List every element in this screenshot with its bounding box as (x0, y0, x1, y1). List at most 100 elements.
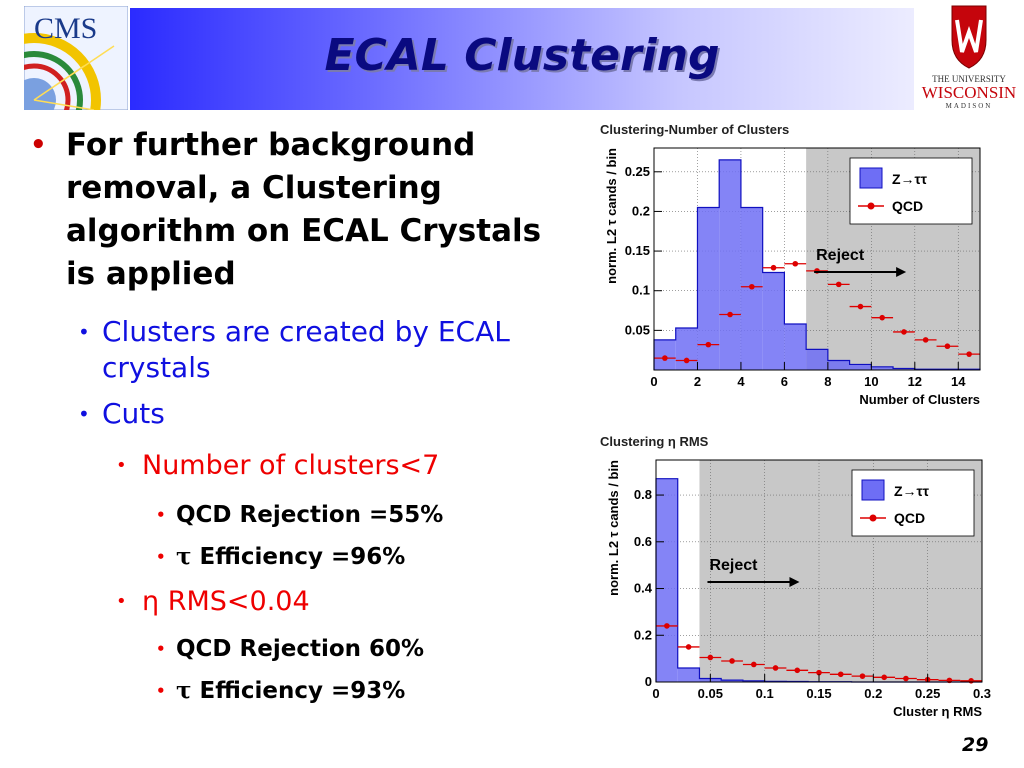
bullet-dot: • (78, 402, 90, 426)
chart1-reject-label: Reject (816, 247, 865, 264)
chart2-title: Clustering η RMS (600, 434, 709, 449)
bullet-cut2: • η RMS<0.04 (116, 584, 536, 620)
chart2-xtick-label: 0.3 (973, 686, 991, 701)
chart2-qcd-point (707, 654, 714, 661)
uw-logo: THE UNIVERSITY WISCONSIN MADISON (922, 5, 1016, 110)
chart1-qcd-point (683, 357, 690, 364)
bullet-cut1-efficiency: • τ Efficiency =96% (156, 542, 516, 572)
chart2-xtick-label: 0.15 (806, 686, 831, 701)
bullet-cut1-rejection: • QCD Rejection =55% (156, 500, 516, 530)
bullet-cut2-rejection-text: QCD Rejection 60% (176, 636, 425, 662)
bullet-dot: • (30, 130, 47, 160)
chart1-legend-qcd-label: QCD (892, 198, 923, 214)
chart1-qcd-point (966, 351, 972, 357)
uw-line2: WISCONSIN (922, 83, 1016, 102)
chart2-xlabel: Cluster η RMS (893, 704, 982, 719)
bullet-sub2-text: Cuts (102, 397, 165, 430)
chart1-xtick-label: 14 (951, 374, 966, 389)
bullet-sub2: • Cuts (78, 396, 518, 432)
eta-rms-histogram-chart: Clustering η RMS 0 0.05 0.1 0.15 0.2 0.25 0.3 0 0… (600, 434, 991, 719)
chart1-xtick-label: 12 (908, 374, 922, 389)
chart1-ylabel: norm. L2 τ cands / bin (604, 148, 619, 284)
chart1-ytick-label: 0.1 (632, 283, 650, 298)
chart1-xtick-label: 4 (737, 374, 745, 389)
chart2-qcd-point (816, 669, 822, 676)
chart1-z-bar (784, 324, 807, 370)
chart1-qcd-point (727, 311, 733, 318)
page-number: 29 (962, 734, 989, 756)
chart2-qcd-point (903, 675, 909, 682)
cms-logo-text: CMS (34, 12, 97, 45)
chart2-xtick-label: 0.2 (864, 686, 882, 701)
slide-header: ECAL Clustering CMS THE UNIVERSITY WISCO… (0, 0, 1024, 112)
chart1-z-bar (675, 327, 698, 370)
chart2-qcd-point (794, 667, 801, 674)
chart1-qcd-point (879, 314, 885, 321)
chart2-qcd-point (685, 644, 692, 650)
bullet-sub1: • Clusters are created by ECAL crystals (78, 314, 518, 386)
chart2-ytick-label: 0.8 (634, 487, 652, 502)
title-band: ECAL Clustering (130, 8, 914, 110)
chart1-qcd-point (749, 283, 755, 290)
chart1-z-bar (827, 360, 850, 370)
bullet-cut2-efficiency-text: Efficiency =93% (199, 678, 406, 704)
bullet-cut2-efficiency: • τ Efficiency =93% (156, 676, 516, 706)
chart1-z-bar (871, 366, 894, 370)
chart1-ytick-label: 0.05 (625, 322, 650, 337)
bullet-cut1-text: Number of clusters<7 (142, 450, 440, 481)
bullet-cut2-rejection: • QCD Rejection 60% (156, 634, 516, 664)
bullet-dot: • (156, 682, 166, 700)
chart1-qcd-point (770, 264, 777, 271)
chart2-ytick-label: 0 (645, 674, 652, 689)
chart1-ytick-label: 0.25 (625, 164, 650, 179)
clusters-histogram-chart: Clustering-Number of Clusters 0 2 4 6 8 10 12 14… (600, 122, 981, 407)
bullet-dot: • (156, 506, 166, 524)
chart2-xtick-label: 0 (652, 686, 659, 701)
tau-symbol: τ (176, 677, 192, 704)
chart2-z-bar (677, 667, 700, 682)
uw-line3: MADISON (946, 102, 993, 110)
chart1-z-bar (806, 349, 828, 370)
chart1-z-bar (849, 364, 872, 370)
chart1-qcd-point (857, 303, 864, 310)
bullet-main-text: For further background removal, a Cluste… (66, 127, 542, 292)
chart2-qcd-point (664, 623, 670, 629)
chart1-title: Clustering-Number of Clusters (600, 122, 789, 137)
bullet-cut1: • Number of clusters<7 (116, 448, 536, 484)
bullet-dot: • (116, 591, 127, 612)
chart2-qcd-point (859, 673, 866, 679)
chart1-xlabel: Number of Clusters (859, 392, 980, 407)
chart1-z-bar (719, 159, 741, 370)
bullet-cut1-rejection-text: QCD Rejection =55% (176, 502, 444, 528)
chart1-qcd-point (705, 341, 712, 348)
bullet-cut2-text: η RMS<0.04 (142, 586, 310, 617)
bullet-dot: • (116, 455, 127, 476)
chart1-xtick-label: 0 (650, 374, 657, 389)
bullet-cut1-efficiency-text: Efficiency =96% (199, 544, 406, 570)
chart1-qcd-point (835, 281, 842, 288)
chart1-legend-qcd-marker (867, 202, 875, 210)
uw-line1: THE UNIVERSITY (932, 74, 1006, 84)
chart1-frame (653, 147, 981, 371)
chart2-reject-arrow-head (789, 577, 800, 587)
chart2-ylabel: norm. L2 τ cands / bin (606, 460, 621, 596)
chart1-ytick-label: 0.2 (632, 203, 650, 218)
chart2-qcd-point (881, 674, 887, 681)
chart1-reject-arrow-head (896, 267, 907, 277)
bullet-main: • For further background removal, a Clus… (30, 124, 550, 296)
chart2-legend-z-label: Z→ττ (894, 483, 930, 499)
chart1-qcd-point (944, 343, 951, 350)
chart2-qcd-point (968, 678, 974, 684)
chart2-reject-label: Reject (709, 557, 758, 574)
chart2-qcd-point (837, 671, 844, 678)
chart2-qcd-point (751, 661, 757, 668)
chart2-legend-qcd-label: QCD (894, 510, 925, 526)
chart1-xtick-label: 8 (824, 374, 831, 389)
chart2-xtick-label: 0.05 (698, 686, 723, 701)
chart1-z-bar (762, 272, 785, 370)
chart1-qcd-point (662, 355, 668, 361)
chart1-legend-z-label: Z→ττ (892, 171, 928, 187)
chart2-qcd-point (729, 658, 735, 664)
chart1-qcd-point (922, 337, 929, 343)
bullet-dot: • (156, 548, 166, 566)
